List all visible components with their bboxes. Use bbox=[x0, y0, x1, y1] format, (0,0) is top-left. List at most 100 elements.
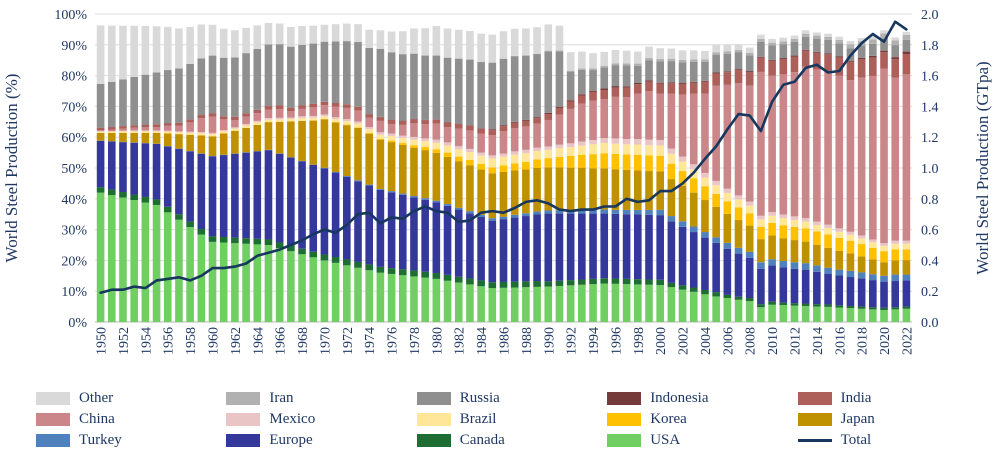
segment-brazil bbox=[175, 132, 183, 135]
segment-india bbox=[723, 72, 732, 85]
segment-turkey bbox=[790, 262, 799, 269]
segment-china bbox=[119, 128, 127, 131]
segment-usa bbox=[219, 242, 228, 322]
segment-canada bbox=[186, 221, 194, 228]
segment-other bbox=[107, 25, 116, 82]
segment-russia bbox=[667, 61, 676, 83]
segment-turkey bbox=[387, 191, 396, 193]
segment-russia bbox=[555, 51, 564, 107]
segment-brazil bbox=[622, 144, 631, 155]
segment-japan bbox=[152, 132, 161, 144]
segment-indonesia bbox=[667, 82, 676, 84]
segment-iran bbox=[891, 40, 900, 46]
segment-korea bbox=[499, 165, 508, 173]
segment-china bbox=[219, 119, 228, 131]
segment-russia bbox=[678, 62, 687, 83]
bar-2021 bbox=[891, 37, 900, 322]
segment-brazil bbox=[219, 131, 228, 134]
segment-iran bbox=[824, 36, 832, 40]
segment-canada bbox=[354, 261, 362, 268]
x-tick-2010: 2010 bbox=[766, 327, 781, 355]
segment-europe bbox=[891, 281, 900, 308]
legend-item-japan: Japan bbox=[797, 410, 988, 429]
segment-usa bbox=[857, 308, 866, 322]
segment-turkey bbox=[320, 167, 329, 169]
iran-color-swatch bbox=[226, 392, 261, 405]
segment-iran bbox=[611, 63, 620, 66]
segment-india bbox=[387, 119, 396, 124]
segment-mexico bbox=[645, 139, 653, 146]
segment-mexico bbox=[107, 131, 116, 132]
segment-europe bbox=[678, 226, 687, 286]
segment-india bbox=[656, 83, 664, 94]
segment-mexico bbox=[242, 123, 250, 126]
segment-europe bbox=[656, 215, 664, 280]
segment-korea bbox=[712, 193, 720, 207]
legend-item-canada: Canada bbox=[416, 431, 607, 450]
segment-usa bbox=[488, 288, 497, 322]
segment-brazil bbox=[701, 177, 709, 187]
segment-brazil bbox=[589, 144, 597, 155]
segment-russia bbox=[634, 65, 642, 83]
segment-europe bbox=[354, 181, 362, 262]
segment-india bbox=[768, 60, 776, 76]
segment-mexico bbox=[544, 146, 553, 150]
segment-brazil bbox=[387, 135, 396, 141]
segment-usa bbox=[231, 243, 239, 322]
segment-brazil bbox=[522, 153, 530, 162]
segment-russia bbox=[231, 57, 239, 117]
segment-canada bbox=[219, 236, 228, 243]
segment-china bbox=[197, 118, 206, 132]
segment-europe bbox=[578, 213, 586, 280]
segment-europe bbox=[208, 156, 217, 237]
segment-japan bbox=[790, 240, 799, 263]
segment-korea bbox=[857, 244, 866, 257]
segment-indonesia bbox=[656, 82, 664, 84]
segment-canada bbox=[634, 279, 642, 285]
segment-canada bbox=[320, 254, 329, 261]
segment-china bbox=[231, 120, 239, 128]
bar-1974 bbox=[365, 29, 373, 322]
segment-europe bbox=[801, 269, 810, 304]
segment-korea bbox=[488, 167, 497, 174]
segment-india bbox=[186, 119, 194, 123]
x-tick-2016: 2016 bbox=[833, 327, 848, 355]
segment-indonesia bbox=[600, 88, 609, 91]
bar-1981 bbox=[443, 28, 452, 322]
segment-europe bbox=[466, 213, 474, 279]
segment-turkey bbox=[678, 221, 687, 227]
segment-canada bbox=[533, 281, 541, 287]
segment-japan bbox=[219, 133, 228, 155]
segment-brazil bbox=[130, 131, 138, 133]
segment-canada bbox=[510, 281, 519, 288]
segment-korea bbox=[634, 154, 642, 171]
bar-2009 bbox=[757, 34, 765, 322]
segment-other bbox=[443, 28, 452, 58]
segment-turkey bbox=[723, 242, 732, 249]
segment-china bbox=[589, 100, 597, 140]
segment-japan bbox=[309, 120, 318, 165]
segment-mexico bbox=[689, 164, 698, 170]
segment-brazil bbox=[723, 192, 732, 202]
segment-usa bbox=[678, 289, 687, 322]
x-tick-1996: 1996 bbox=[609, 327, 624, 355]
bar-1997 bbox=[622, 50, 631, 322]
segment-brazil bbox=[846, 234, 855, 241]
legend-item-other: Other bbox=[36, 389, 226, 408]
segment-india bbox=[634, 84, 642, 94]
segment-china bbox=[902, 74, 911, 241]
segment-turkey bbox=[857, 272, 866, 279]
segment-europe bbox=[533, 214, 541, 282]
segment-iran bbox=[801, 33, 810, 37]
segment-russia bbox=[320, 41, 329, 102]
segment-canada bbox=[880, 307, 888, 310]
segment-usa bbox=[589, 284, 597, 322]
segment-mexico bbox=[275, 117, 284, 120]
stacked-bars bbox=[96, 22, 911, 322]
segment-indonesia bbox=[589, 90, 597, 92]
segment-russia bbox=[287, 46, 295, 108]
x-tick-1954: 1954 bbox=[139, 327, 154, 355]
segment-russia bbox=[533, 54, 541, 118]
segment-brazil bbox=[801, 221, 810, 229]
segment-china bbox=[387, 123, 396, 134]
